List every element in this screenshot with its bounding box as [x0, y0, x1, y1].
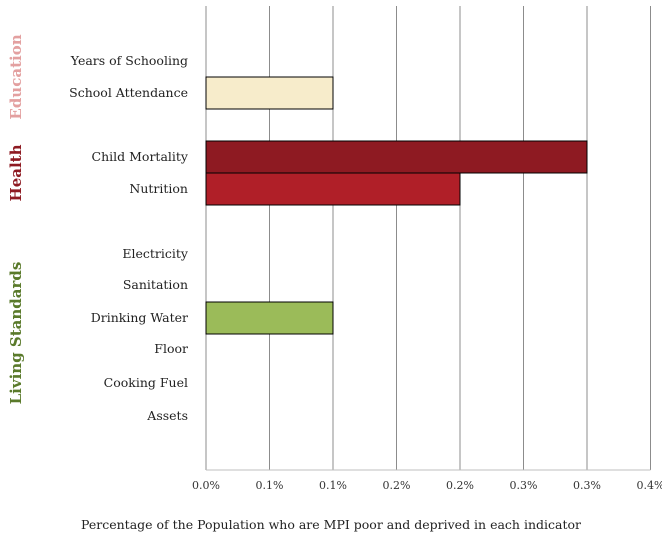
x-tick-label: 0.3% — [510, 479, 538, 492]
x-tick-label: 0.1% — [256, 479, 284, 492]
category-label: Assets — [146, 408, 188, 423]
category-label: Years of Schooling — [70, 53, 188, 68]
group-label-health: Health — [7, 144, 25, 201]
category-label: Drinking Water — [91, 310, 188, 325]
x-tick-label: 0.3% — [573, 479, 601, 492]
bar-child-mortality — [205, 140, 588, 174]
group-label-education: Education — [7, 34, 25, 119]
category-label: Floor — [154, 341, 188, 356]
category-label: Child Mortality — [92, 149, 189, 164]
bar-drinking-water — [205, 301, 334, 335]
gridlines — [205, 6, 651, 470]
group-labels: Education Health Living Standards — [7, 34, 25, 404]
group-label-living-standards: Living Standards — [7, 262, 25, 405]
bar-nutrition — [205, 172, 461, 206]
x-tick-labels: 0.0% 0.1% 0.1% 0.2% 0.2% 0.3% 0.3% 0.4% — [192, 479, 662, 492]
x-axis-label: Percentage of the Population who are MPI… — [81, 517, 581, 532]
x-tick-label: 0.0% — [192, 479, 220, 492]
category-label: School Attendance — [69, 85, 188, 100]
bar-school-attendance — [205, 76, 334, 110]
category-label: Sanitation — [123, 277, 188, 292]
x-tick-label: 0.2% — [383, 479, 411, 492]
category-label: Electricity — [122, 246, 189, 261]
x-tick-label: 0.2% — [446, 479, 474, 492]
x-tick-label: 0.4% — [637, 479, 662, 492]
category-labels: Years of Schooling School Attendance Child… — [69, 53, 189, 423]
category-label: Cooking Fuel — [104, 375, 188, 390]
category-label: Nutrition — [129, 181, 188, 196]
bars — [205, 76, 588, 335]
x-tick-label: 0.1% — [319, 479, 347, 492]
